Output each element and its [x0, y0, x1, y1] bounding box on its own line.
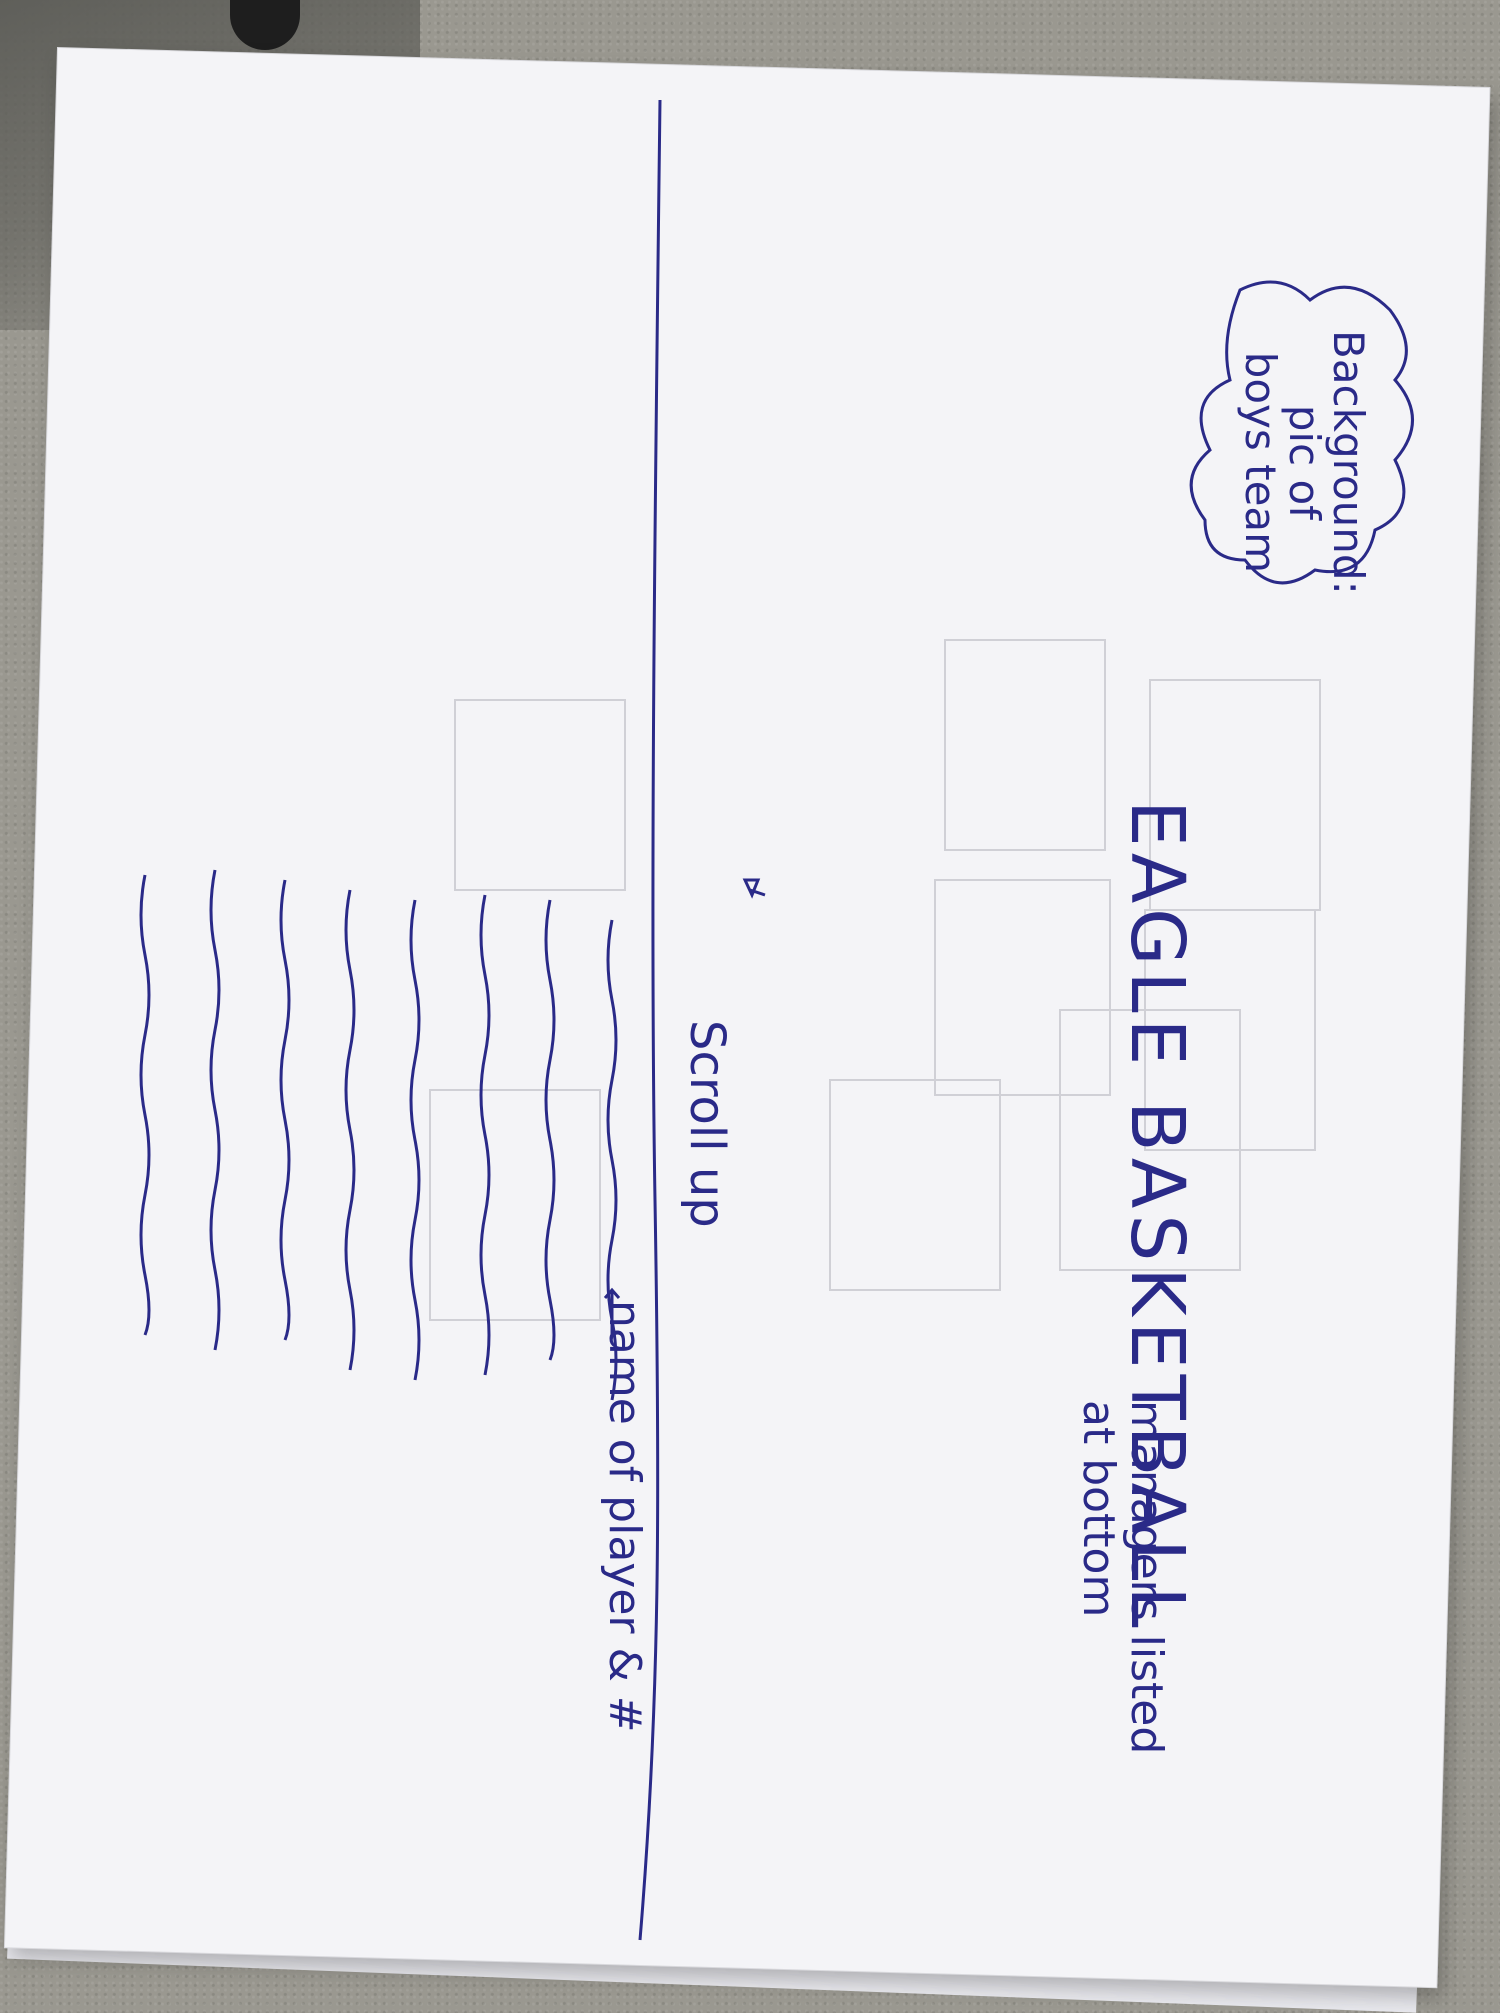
cloud-note-line: boys team [1235, 351, 1285, 574]
managers-note-line: managers listed [1121, 1400, 1172, 1755]
managers-note: managers listed at bottom [1072, 1400, 1172, 1755]
scroll-hint: Scroll up [679, 1020, 735, 1228]
player-note: name of player & # [599, 1300, 650, 1733]
cloud-note: Background: pic of boys team [1235, 330, 1373, 595]
cloud-note-line: Background: [1324, 330, 1373, 595]
cloud-note-line: pic of [1279, 404, 1329, 520]
managers-note-line: at bottom [1072, 1400, 1124, 1618]
